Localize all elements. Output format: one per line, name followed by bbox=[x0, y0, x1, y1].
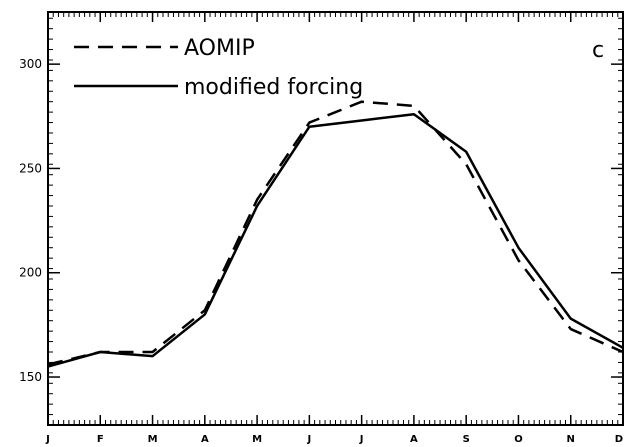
x-tick-label: A bbox=[201, 434, 209, 445]
y-axis: 150 200 250 300 bbox=[19, 57, 623, 384]
x-tick-label: J bbox=[306, 434, 311, 445]
x-tick-label: M bbox=[252, 434, 262, 445]
y-tick-label: 150 bbox=[19, 370, 42, 384]
legend-label-aomip: AOMIP bbox=[184, 36, 255, 61]
x-tick-label: D bbox=[615, 434, 623, 445]
x-tick-label: A bbox=[410, 434, 418, 445]
series-lines bbox=[47, 100, 624, 368]
x-tick-label: O bbox=[514, 434, 523, 445]
x-tick-label: F bbox=[97, 434, 104, 445]
series-line-modified-forcing bbox=[47, 112, 624, 368]
plot-frame bbox=[47, 11, 624, 426]
series-line-aomip bbox=[47, 100, 624, 366]
legend: AOMIP modified forcing bbox=[74, 36, 363, 100]
minor-ticks bbox=[47, 12, 623, 426]
x-tick-label: S bbox=[463, 434, 470, 445]
panel-label: c bbox=[592, 38, 604, 63]
legend-label-modified-forcing: modified forcing bbox=[184, 75, 363, 100]
x-tick-label: M bbox=[148, 434, 158, 445]
x-tick-label: N bbox=[567, 434, 575, 445]
x-tick-label: J bbox=[359, 434, 364, 445]
y-tick-label: 200 bbox=[19, 266, 42, 280]
y-tick-label: 250 bbox=[19, 161, 42, 175]
y-tick-label: 300 bbox=[19, 57, 42, 71]
x-tick-label: J bbox=[45, 434, 50, 445]
